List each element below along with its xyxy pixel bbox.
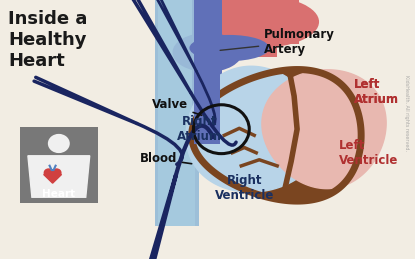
Polygon shape bbox=[28, 156, 90, 197]
Polygon shape bbox=[192, 69, 361, 201]
Text: Left
Atrium: Left Atrium bbox=[354, 78, 399, 106]
Text: Pulmonary
Artery: Pulmonary Artery bbox=[220, 28, 335, 56]
Text: Valve: Valve bbox=[151, 98, 202, 115]
Polygon shape bbox=[44, 174, 61, 183]
Text: Left
Ventricle: Left Ventricle bbox=[339, 139, 398, 167]
Circle shape bbox=[48, 134, 70, 153]
FancyBboxPatch shape bbox=[220, 0, 299, 44]
Ellipse shape bbox=[173, 33, 242, 72]
Text: Heart: Heart bbox=[42, 189, 76, 199]
FancyBboxPatch shape bbox=[20, 127, 98, 203]
Text: Right
Atrium: Right Atrium bbox=[177, 115, 222, 143]
Circle shape bbox=[51, 168, 61, 177]
Ellipse shape bbox=[199, 0, 319, 48]
Text: Inside a
Healthy
Heart: Inside a Healthy Heart bbox=[8, 10, 87, 70]
Ellipse shape bbox=[189, 35, 269, 61]
Circle shape bbox=[44, 168, 54, 177]
FancyBboxPatch shape bbox=[158, 0, 195, 226]
Text: Left
Atrium: Left Atrium bbox=[354, 78, 399, 106]
Text: KidsHealth. All rights reserved.: KidsHealth. All rights reserved. bbox=[404, 75, 409, 152]
Text: Blood: Blood bbox=[139, 152, 192, 166]
Polygon shape bbox=[186, 66, 322, 192]
FancyBboxPatch shape bbox=[193, 0, 222, 140]
FancyBboxPatch shape bbox=[242, 0, 277, 57]
Polygon shape bbox=[262, 70, 386, 189]
Text: Right
Ventricle: Right Ventricle bbox=[215, 174, 274, 202]
FancyBboxPatch shape bbox=[194, 0, 220, 144]
FancyBboxPatch shape bbox=[154, 0, 199, 226]
